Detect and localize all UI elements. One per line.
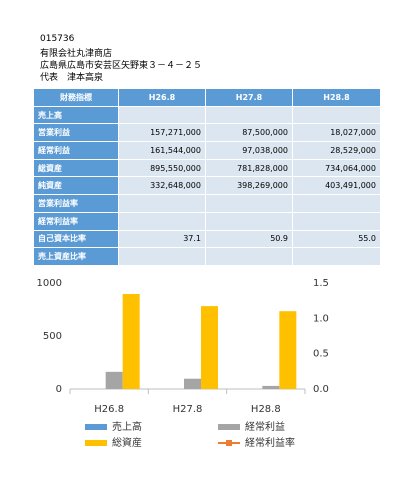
bar bbox=[201, 306, 218, 389]
cell bbox=[205, 105, 293, 125]
legend-swatch bbox=[85, 440, 107, 446]
row-label: 営業利益 bbox=[33, 123, 119, 143]
y2-tick-label: 0.0 bbox=[313, 384, 329, 395]
bar bbox=[279, 311, 297, 389]
legend-label: 総資産 bbox=[112, 436, 142, 449]
y2-tick-label: 1.5 bbox=[313, 278, 329, 289]
row: 経常利益率 bbox=[33, 211, 381, 231]
cell: 18,027,000 bbox=[292, 123, 381, 143]
column-header: H27.8 bbox=[205, 88, 293, 107]
cell: 403,491,000 bbox=[292, 176, 381, 196]
cell: 161,544,000 bbox=[118, 141, 206, 160]
row-label: 総資産 bbox=[33, 158, 119, 178]
cell bbox=[292, 194, 381, 213]
cell: 28,529,000 bbox=[292, 141, 381, 160]
row: 売上高 bbox=[33, 105, 381, 125]
cell: 895,550,000 bbox=[118, 158, 206, 178]
cell: 87,500,000 bbox=[205, 123, 293, 143]
column-header: H26.8 bbox=[118, 88, 206, 107]
y2-tick-label: 1.0 bbox=[313, 313, 329, 324]
cell bbox=[292, 247, 381, 266]
x-tick-label: H26.8 bbox=[94, 404, 124, 415]
legend-label: 経常利益 bbox=[245, 420, 285, 433]
row-label: 営業利益率 bbox=[33, 194, 119, 213]
y-tick-label: 500 bbox=[43, 331, 62, 342]
bar bbox=[105, 371, 123, 389]
cell: 97,038,000 bbox=[205, 141, 293, 160]
column-header: 財務指標 bbox=[33, 88, 119, 107]
column-header: H28.8 bbox=[292, 88, 381, 107]
row-label: 売上資産比率 bbox=[33, 247, 119, 266]
legend-swatch bbox=[218, 424, 240, 430]
row: 総資産 895,550,000 781,828,000 734,064,000 bbox=[33, 158, 381, 178]
row: 営業利益率 bbox=[33, 194, 381, 213]
row-label: 売上高 bbox=[33, 105, 119, 125]
x-tick-label: H27.8 bbox=[173, 404, 203, 415]
row: 自己資本比率 37.1 50.9 55.0 bbox=[33, 229, 381, 249]
cell: 37.1 bbox=[118, 229, 206, 249]
cell bbox=[118, 194, 206, 213]
cell bbox=[292, 105, 381, 125]
cell: 734,064,000 bbox=[292, 158, 381, 178]
cell bbox=[118, 105, 206, 125]
representative: 代表 津本高泉 bbox=[40, 73, 104, 83]
cell bbox=[118, 211, 206, 231]
cell: 781,828,000 bbox=[205, 158, 293, 178]
row-label: 自己資本比率 bbox=[33, 229, 119, 249]
bar bbox=[122, 294, 140, 389]
cell bbox=[118, 247, 206, 266]
cell bbox=[205, 194, 293, 213]
finance-table: 財務指標 H26.8 H27.8 H28.8 売上高 営業利益 157,271,000 87,… bbox=[33, 88, 381, 266]
cell: 55.0 bbox=[292, 229, 381, 249]
row: 純資産 332,648,000 398,269,000 403,491,000 bbox=[33, 176, 381, 196]
legend-marker bbox=[226, 440, 232, 446]
legend-label: 経常利益率 bbox=[245, 436, 295, 449]
company: 有限会社丸津商店 bbox=[40, 49, 113, 59]
cell: 398,269,000 bbox=[205, 176, 293, 196]
bar bbox=[184, 378, 201, 389]
y-tick-label: 1000 bbox=[37, 278, 62, 289]
cell bbox=[205, 247, 293, 266]
code: 015736 bbox=[40, 34, 75, 44]
row: 営業利益 157,271,000 87,500,000 18,027,000 bbox=[33, 123, 381, 143]
header-row: 財務指標 H26.8 H27.8 H28.8 bbox=[33, 88, 381, 107]
x-tick-label: H28.8 bbox=[251, 404, 281, 415]
row-label: 経常利益 bbox=[33, 141, 119, 160]
row: 経常利益 161,544,000 97,038,000 28,529,000 bbox=[33, 141, 381, 160]
address: 広島県広島市安芸区矢野東３－４－２５ bbox=[40, 61, 203, 71]
bar bbox=[262, 385, 280, 389]
legend-swatch bbox=[85, 424, 107, 430]
row-label: 経常利益率 bbox=[33, 211, 119, 231]
cell: 332,648,000 bbox=[118, 176, 206, 196]
cell: 50.9 bbox=[205, 229, 293, 249]
y2-tick-label: 0.5 bbox=[313, 349, 329, 360]
cell bbox=[292, 211, 381, 231]
legend-label: 売上高 bbox=[112, 420, 142, 433]
row: 売上資産比率 bbox=[33, 247, 381, 266]
cell: 157,271,000 bbox=[118, 123, 206, 143]
cell bbox=[205, 211, 293, 231]
y-tick-label: 0 bbox=[56, 384, 62, 395]
row-label: 純資産 bbox=[33, 176, 119, 196]
